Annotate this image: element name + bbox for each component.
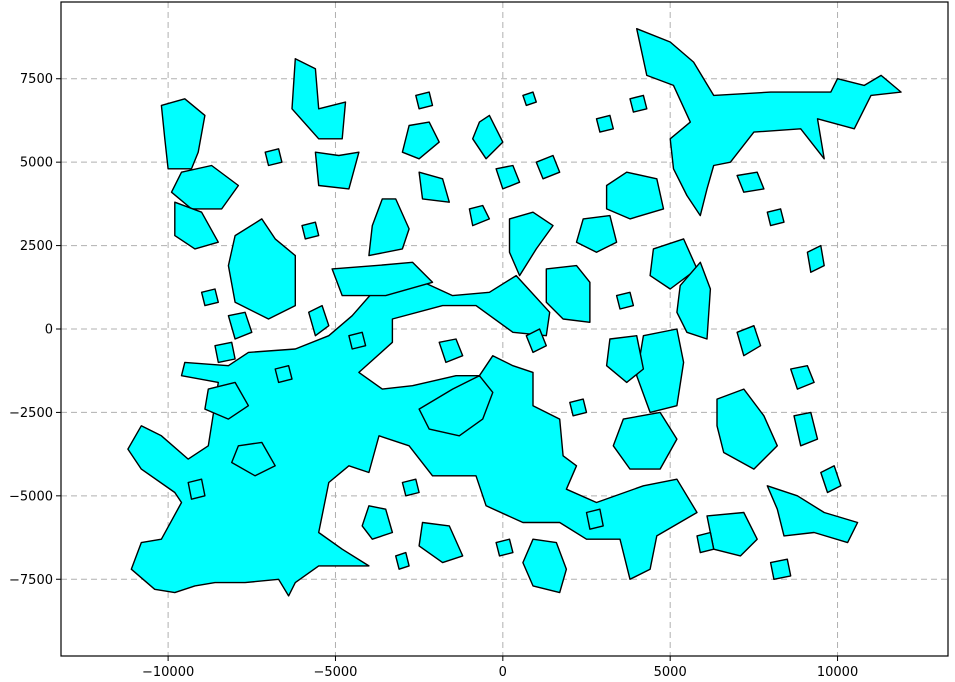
polygon-blob-17 — [676, 261, 712, 340]
x-tick-label-4: 10000 — [817, 665, 858, 680]
polygon-blob-12 — [508, 211, 554, 277]
polygon-southwest-mass — [127, 274, 698, 597]
landmass-polygons — [127, 28, 902, 597]
polygon-blob-18 — [636, 328, 685, 414]
polygon-blob-27 — [418, 375, 494, 437]
polygon-blob-51 — [415, 91, 434, 110]
polygon-blob-62 — [301, 221, 320, 240]
polygon-blob-05 — [291, 58, 347, 140]
polygon-blob-26 — [361, 505, 394, 540]
polygon-blob-52 — [522, 91, 537, 107]
y-tick-label-6: 7500 — [20, 72, 53, 87]
polygon-blob-13 — [545, 264, 591, 323]
y-tick-label-0: −7500 — [9, 573, 53, 588]
y-tick-label-4: 2500 — [20, 239, 53, 254]
polygon-blob-06 — [314, 151, 360, 190]
polygon-blob-43 — [468, 204, 491, 227]
polygon-blob-48 — [187, 478, 206, 500]
polygon-blob-61 — [401, 478, 420, 497]
y-tick-label-2: −2500 — [9, 406, 53, 421]
polygon-blob-39 — [806, 244, 825, 273]
polygon-blob-14 — [605, 171, 665, 220]
polygon-blob-45 — [585, 508, 604, 530]
x-axis: −10000 −5000 0 5000 10000 — [142, 656, 858, 680]
y-tick-label-5: 5000 — [20, 156, 53, 171]
polygon-blob-44 — [395, 551, 410, 570]
polygon-blob-50 — [264, 148, 283, 167]
polygon-blob-54 — [629, 94, 648, 113]
polygon-blob-19 — [605, 335, 645, 384]
polygon-blob-04 — [227, 218, 296, 320]
polygon-blob-02 — [170, 164, 240, 210]
polygon-blob-29 — [230, 441, 276, 477]
polygon-blob-07 — [368, 198, 410, 257]
x-tick-label-0: −10000 — [142, 665, 194, 680]
polygon-blob-21 — [716, 388, 778, 470]
polygon-blob-25 — [418, 521, 464, 564]
polygon-blob-11 — [472, 114, 504, 160]
polygon-blob-56 — [200, 288, 220, 307]
polygon-blob-33 — [438, 338, 464, 364]
polygon-blob-60 — [766, 208, 785, 227]
x-tick-label-2: 0 — [499, 665, 507, 680]
y-tick-label-1: −5000 — [9, 489, 53, 504]
polygon-blob-38 — [736, 325, 762, 357]
polygon-blob-49 — [348, 331, 367, 350]
polygon-blob-35 — [793, 411, 819, 447]
polygon-blob-15 — [575, 214, 618, 254]
polygon-blob-53 — [595, 114, 614, 133]
polygon-blob-09 — [401, 121, 440, 160]
polygon-blob-57 — [569, 398, 588, 417]
polygon-blob-20 — [612, 411, 678, 470]
polygon-blob-40 — [736, 171, 765, 193]
polygon-blob-01 — [160, 98, 206, 170]
polygon-blob-46 — [696, 531, 715, 554]
polygon-blob-42 — [495, 164, 521, 190]
polygon-blob-47 — [769, 558, 792, 580]
y-axis: −7500 −5000 −2500 0 2500 5000 7500 — [9, 72, 61, 588]
polygon-blob-58 — [495, 538, 514, 557]
polygon-blob-41 — [535, 154, 561, 180]
polygon-blob-59 — [615, 291, 635, 310]
polygon-blob-22 — [766, 485, 859, 544]
polygon-blob-24 — [522, 538, 568, 594]
polygon-blob-30 — [227, 311, 253, 340]
y-tick-label-3: 0 — [45, 323, 53, 338]
polygon-blob-34 — [525, 328, 547, 354]
polygon-blob-31 — [308, 304, 330, 337]
polygon-blob-16 — [649, 238, 698, 290]
polygon-blob-28 — [204, 381, 250, 420]
polygon-blob-55 — [274, 365, 293, 384]
plot-area — [127, 28, 902, 597]
polygon-blob-08 — [331, 261, 434, 297]
polygon-blob-36 — [820, 465, 842, 494]
polygon-blob-37 — [790, 365, 815, 390]
polygon-blob-32 — [214, 341, 236, 364]
x-tick-label-3: 5000 — [654, 665, 687, 680]
polygon-blob-10 — [418, 171, 450, 203]
polygon-blob-03 — [174, 201, 220, 250]
polygon-northeast-mass — [636, 28, 902, 217]
x-tick-label-1: −5000 — [313, 665, 357, 680]
